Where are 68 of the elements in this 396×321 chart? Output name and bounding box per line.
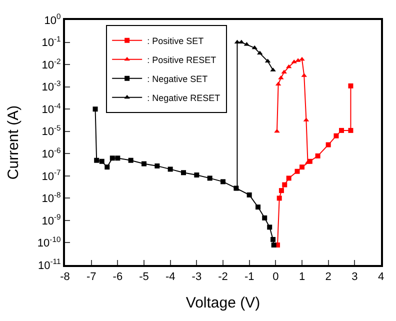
x-tick-label: -1 <box>244 271 254 284</box>
point <box>300 164 304 170</box>
y-tick-label: 10$^{-10}$ <box>37 234 61 250</box>
point <box>326 142 331 148</box>
y-tick-label: 10$^{0}$ <box>44 12 61 27</box>
point <box>348 83 354 88</box>
point <box>142 161 146 166</box>
y-tick-label: 10$^{-6}$ <box>42 146 61 160</box>
point <box>262 215 268 220</box>
y-tick-label: 10$^{-2}$ <box>42 56 61 72</box>
x-tick-label: -2 <box>218 271 228 284</box>
x-tick-label: 2 <box>325 271 332 284</box>
point <box>271 242 276 248</box>
x-tick-label: -4 <box>165 271 176 284</box>
point <box>128 158 134 163</box>
point <box>267 224 272 230</box>
legend-label: : Negative SET <box>147 74 208 84</box>
x-tick-label: 4 <box>378 271 384 284</box>
x-tick-label: 0 <box>272 271 279 284</box>
point <box>238 40 244 44</box>
x-tick-label: -5 <box>139 271 149 284</box>
y-tick-label: 10$^{-8}$ <box>42 190 61 206</box>
y-tick-label: 10$^{-7}$ <box>42 168 61 183</box>
x-tick-label: -6 <box>112 271 123 284</box>
point <box>104 164 110 170</box>
x-tick-label: -8 <box>60 271 70 284</box>
y-tick-label: 10$^{-9}$ <box>42 212 61 228</box>
y-tick-label: 10$^{-1}$ <box>42 34 61 50</box>
point <box>281 70 287 74</box>
point <box>246 192 252 198</box>
point <box>348 128 354 133</box>
point <box>256 204 261 210</box>
point <box>282 182 288 188</box>
point <box>274 128 280 133</box>
point <box>252 45 258 50</box>
point <box>270 236 276 242</box>
point <box>294 168 300 174</box>
x-tick-label: 1 <box>298 271 306 284</box>
point <box>315 153 320 158</box>
y-tick-label: 10$^{-3}$ <box>42 79 61 94</box>
legend-label: : Positive SET <box>147 36 204 46</box>
point <box>220 179 226 184</box>
point <box>92 106 98 112</box>
point <box>276 196 282 201</box>
point <box>278 188 284 194</box>
point <box>207 176 212 181</box>
x-tick-label: -7 <box>86 271 96 284</box>
point <box>94 158 100 163</box>
point <box>99 158 104 164</box>
point <box>110 156 115 161</box>
point <box>115 156 120 161</box>
point <box>168 166 173 172</box>
point <box>339 128 344 133</box>
y-tick-label: 10$^{-5}$ <box>42 124 61 138</box>
point <box>286 176 292 181</box>
point <box>181 170 186 176</box>
point <box>154 163 160 168</box>
y-axis-title: Current (A) <box>5 105 22 180</box>
y-tick-label: 10$^{-11}$ <box>38 257 61 272</box>
x-axis-title: Voltage (V) <box>186 294 260 312</box>
legend-label: : Negative RESET <box>147 92 221 103</box>
point <box>194 172 200 178</box>
point <box>334 133 339 138</box>
point <box>299 56 305 61</box>
legend-label: : Positive RESET <box>147 54 217 65</box>
y-tick-label: 10$^{-4}$ <box>42 101 62 116</box>
x-tick-label: -3 <box>192 271 202 284</box>
x-tick-label: 3 <box>352 271 358 284</box>
